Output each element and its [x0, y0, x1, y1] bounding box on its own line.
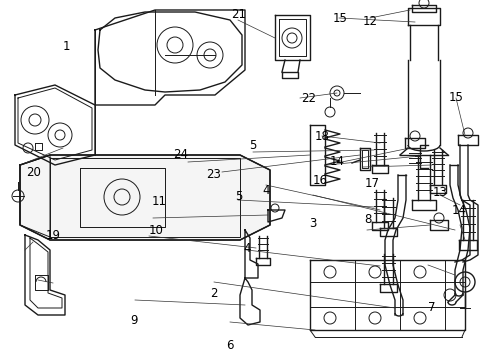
Text: 14: 14	[329, 156, 344, 168]
Text: 13: 13	[432, 186, 447, 199]
Text: 15: 15	[332, 12, 346, 24]
Text: 3: 3	[308, 217, 316, 230]
Text: 1: 1	[62, 40, 70, 53]
Text: 20: 20	[26, 166, 41, 179]
Text: 14: 14	[451, 204, 466, 217]
Text: 23: 23	[206, 168, 221, 181]
Text: 22: 22	[300, 93, 315, 105]
Text: 4: 4	[262, 184, 270, 197]
Text: 6: 6	[225, 339, 233, 352]
Text: 15: 15	[447, 91, 462, 104]
Polygon shape	[20, 155, 269, 240]
Text: 18: 18	[314, 130, 328, 143]
Text: 9: 9	[130, 314, 138, 327]
Text: 8: 8	[363, 213, 371, 226]
Text: 5: 5	[234, 190, 242, 203]
Text: 7: 7	[427, 301, 434, 314]
Text: 5: 5	[249, 139, 257, 152]
Text: 12: 12	[363, 15, 377, 28]
Text: 17: 17	[364, 177, 379, 190]
Text: 21: 21	[231, 8, 245, 21]
Text: 4: 4	[243, 242, 250, 255]
Text: 10: 10	[149, 224, 163, 237]
Text: 24: 24	[173, 148, 188, 161]
Text: 16: 16	[312, 174, 327, 186]
Text: 2: 2	[210, 287, 218, 300]
Text: 11: 11	[151, 195, 166, 208]
Text: 19: 19	[45, 229, 60, 242]
